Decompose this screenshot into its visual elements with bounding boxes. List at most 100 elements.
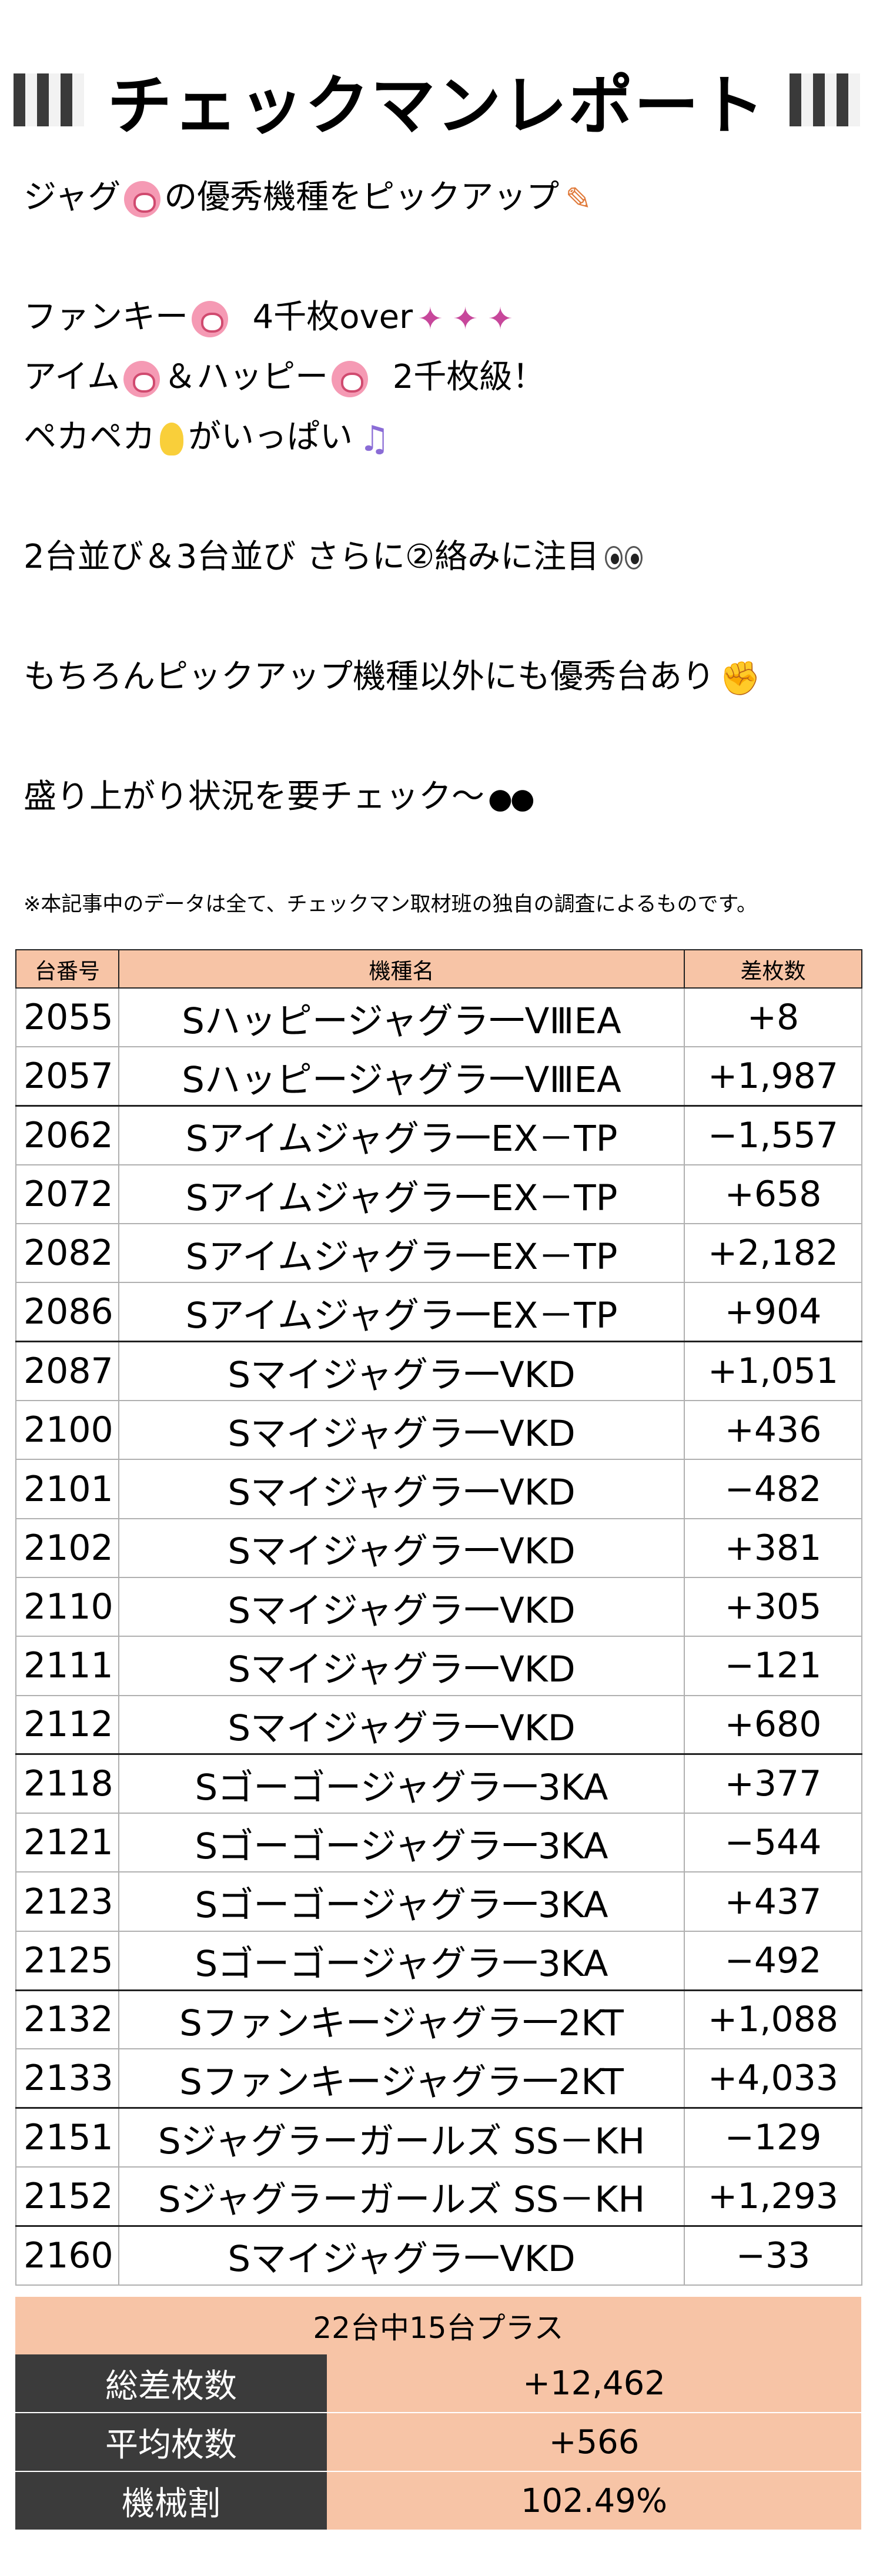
diff-cell: +904 xyxy=(684,1282,862,1342)
intro-text-segment: もちろんピックアップ機種以外にも優秀台あり xyxy=(24,658,715,696)
machine-number-cell: 2133 xyxy=(15,2048,119,2109)
checkered-flag-icon xyxy=(789,73,860,126)
machine-name-cell: Sマイジャグラ一VKD xyxy=(118,1341,685,1402)
machine-name-cell: Sジャグラーガールズ SS－KH xyxy=(118,2107,685,2168)
table-row: 2133 Sファンキージャグラ一2KT +4,033 xyxy=(15,2048,862,2109)
diff-cell: −492 xyxy=(684,1930,862,1991)
table-row: 2057 Sハッピージャグラ一VⅢEA +1,987 xyxy=(15,1046,862,1107)
machine-number-cell: 2110 xyxy=(15,1576,119,1637)
summary-value: +12,462 xyxy=(327,2354,861,2412)
table-row: 2100 Sマイジャグラ一VKD +436 xyxy=(15,1400,862,1460)
machine-name-cell: Sアイムジャグラ一EX－TP xyxy=(118,1282,685,1342)
machine-number-cell: 2101 xyxy=(15,1459,119,1519)
diff-cell: +305 xyxy=(684,1576,862,1637)
diff-cell: +680 xyxy=(684,1694,862,1755)
machine-name-cell: Sゴーゴージャグラ一3KA xyxy=(118,1871,685,1932)
table-row: 2086 Sアイムジャグラ一EX－TP +904 xyxy=(15,1282,862,1342)
machine-name-cell: Sハッピージャグラ一VⅢEA xyxy=(118,987,685,1048)
intro-text-segment: がいっぱい xyxy=(188,418,353,456)
machine-name-cell: Sマイジャグラ一VKD xyxy=(118,1576,685,1637)
summary-value: +566 xyxy=(327,2413,861,2471)
table-row: 2102 Sマイジャグラ一VKD +381 xyxy=(15,1518,862,1578)
intro-line-1: ジャグ の優秀機種をピックアップ ✎ xyxy=(24,168,847,227)
intro-text-segment: 2台並び＆3台並び さらに②絡みに注目 xyxy=(24,538,600,576)
machine-number-cell: 2123 xyxy=(15,1871,119,1932)
machine-name-cell: Sアイムジャグラ一EX－TP xyxy=(118,1105,685,1165)
table-row: 2125 Sゴーゴージャグラ一3KA −492 xyxy=(15,1930,862,1991)
machine-number-cell: 2100 xyxy=(15,1400,119,1460)
machine-name-cell: Sマイジャグラ一VKD xyxy=(118,1694,685,1755)
diff-cell: +1,293 xyxy=(684,2166,862,2227)
pig-face-icon xyxy=(124,180,161,217)
intro-text-segment: 4千枚over xyxy=(252,298,413,336)
table-row: 2111 Sマイジャグラ一VKD −121 xyxy=(15,1636,862,1696)
machine-name-cell: Sマイジャグラ一VKD xyxy=(118,1518,685,1578)
party-popper-icon: ✦ xyxy=(452,301,479,337)
summary-value: 102.49% xyxy=(327,2472,861,2530)
diff-cell: +437 xyxy=(684,1871,862,1932)
table-row: 2151 Sジャグラーガールズ SS－KH −129 xyxy=(15,2107,862,2168)
machine-number-cell: 2082 xyxy=(15,1223,119,1284)
diff-cell: −129 xyxy=(684,2107,862,2168)
intro-line-6: もちろんピックアップ機種以外にも優秀台あり ✊ xyxy=(24,647,847,707)
table-row: 2123 Sゴーゴージャグラ一3KA +437 xyxy=(15,1871,862,1932)
machine-number-cell: 2072 xyxy=(15,1164,119,1225)
table-row: 2062 Sアイムジャグラ一EX－TP −1,557 xyxy=(15,1105,862,1165)
diff-cell: +381 xyxy=(684,1518,862,1578)
diff-cell: +436 xyxy=(684,1400,862,1460)
memo-icon: ✎ xyxy=(565,180,592,217)
intro-text-segment: の優秀機種をピックアップ xyxy=(164,178,560,216)
machine-number-cell: 2057 xyxy=(15,1046,119,1107)
diff-cell: +2,182 xyxy=(684,1223,862,1284)
machine-name-cell: Sハッピージャグラ一VⅢEA xyxy=(118,1046,685,1107)
summary-label: 機械割 xyxy=(15,2472,327,2530)
machine-number-cell: 2111 xyxy=(15,1636,119,1696)
machine-name-cell: Sファンキージャグラ一2KT xyxy=(118,2048,685,2109)
machine-number-cell: 2112 xyxy=(15,1694,119,1755)
intro-text-segment: ジャグ xyxy=(24,178,121,216)
machine-number-cell: 2102 xyxy=(15,1518,119,1578)
summary-total-row: 総差枚数 +12,462 xyxy=(15,2354,861,2412)
pig-face-icon xyxy=(332,360,369,397)
pig-face-icon xyxy=(123,360,160,397)
table-row: 2118 Sゴーゴージャグラ一3KA +377 xyxy=(15,1753,862,1814)
intro-text-segment: 盛り上がり状況を要チェック～ xyxy=(24,778,484,816)
intro-line-5: 2台並び＆3台並び さらに②絡みに注目 xyxy=(24,527,847,587)
intro-line-2: ファンキー 4千枚over ✦ ✦ ✦ xyxy=(24,287,847,347)
machine-number-cell: 2160 xyxy=(15,2225,119,2286)
table-header-row: 台番号 機種名 差枚数 xyxy=(15,949,862,989)
eyes-icon xyxy=(605,529,645,589)
party-popper-icon: ✦ xyxy=(487,301,513,337)
intro-line-3: アイム ＆ハッピー 2千枚級！ xyxy=(24,347,847,407)
diff-cell: +8 xyxy=(684,987,862,1048)
table-row: 2082 Sアイムジャグラ一EX－TP +2,182 xyxy=(15,1223,862,1284)
machine-name-cell: Sアイムジャグラ一EX－TP xyxy=(118,1164,685,1225)
table-row: 2160 Sマイジャグラ一VKD −33 xyxy=(15,2225,862,2286)
machine-name-cell: Sジャグラーガールズ SS－KH xyxy=(118,2166,685,2227)
summary-label: 平均枚数 xyxy=(15,2413,327,2471)
diff-cell: −33 xyxy=(684,2225,862,2286)
machine-name-cell: Sゴーゴージャグラ一3KA xyxy=(118,1813,685,1873)
diff-cell: −544 xyxy=(684,1813,862,1873)
page-title: チェックマンレポート xyxy=(107,68,766,143)
intro-text-segment: ファンキー xyxy=(24,298,188,336)
sunglasses-icon: ●● xyxy=(488,782,535,815)
summary-average-row: 平均枚数 +566 xyxy=(15,2413,861,2471)
summary-label: 総差枚数 xyxy=(15,2354,327,2412)
pig-face-icon xyxy=(192,300,228,337)
machine-number-cell: 2055 xyxy=(15,987,119,1048)
table-row: 2055 Sハッピージャグラ一VⅢEA +8 xyxy=(15,987,862,1048)
machine-number-cell: 2118 xyxy=(15,1753,119,1814)
party-popper-icon: ✦ xyxy=(417,301,443,337)
intro-text-segment: ペカペカ xyxy=(24,418,155,456)
diff-cell: −482 xyxy=(684,1459,862,1519)
table-row: 2087 Sマイジャグラ一VKD +1,051 xyxy=(15,1341,862,1402)
table-row: 2152 Sジャグラーガールズ SS－KH +1,293 xyxy=(15,2166,862,2227)
machine-name-cell: Sマイジャグラ一VKD xyxy=(118,1459,685,1519)
diff-cell: −121 xyxy=(684,1636,862,1696)
intro-text-segment: ＆ハッピー xyxy=(163,358,329,396)
intro-text-segment: 2千枚級！ xyxy=(392,358,546,396)
table-row: 2112 Sマイジャグラ一VKD +680 xyxy=(15,1694,862,1755)
header-diff: 差枚数 xyxy=(684,949,862,989)
diff-cell: +658 xyxy=(684,1164,862,1225)
